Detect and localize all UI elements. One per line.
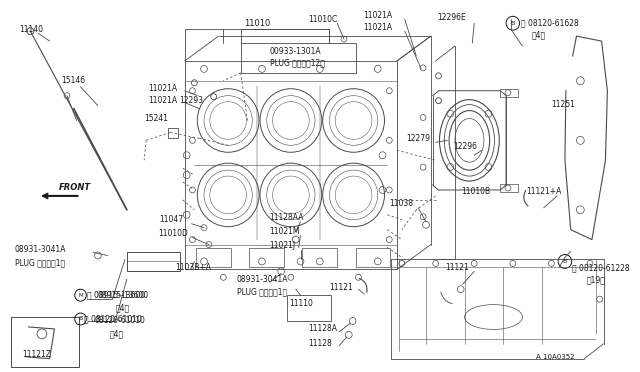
Text: 11021A: 11021A — [148, 84, 177, 93]
Text: 08915-13600: 08915-13600 — [98, 291, 149, 300]
Text: M: M — [78, 293, 83, 298]
Text: B: B — [511, 21, 515, 26]
Text: 11121+A: 11121+A — [526, 187, 562, 196]
Text: 11128: 11128 — [308, 339, 332, 348]
Text: 12296E: 12296E — [438, 13, 467, 22]
Bar — [287, 295, 332, 321]
Bar — [11, 317, 79, 367]
Text: PLUG プラグ（12）: PLUG プラグ（12） — [269, 58, 324, 67]
Text: 11021A: 11021A — [148, 96, 177, 105]
Text: Ⓑ 08120-61628: Ⓑ 08120-61628 — [520, 19, 579, 28]
Text: 08931-3041A: 08931-3041A — [15, 245, 67, 254]
Text: PLUG プラグ（1）: PLUG プラグ（1） — [237, 288, 287, 297]
Text: 11140: 11140 — [19, 25, 43, 34]
Bar — [356, 247, 390, 267]
Bar — [303, 247, 337, 267]
Text: 15146: 15146 — [61, 76, 85, 85]
Text: Ⓑ 08120-61228: Ⓑ 08120-61228 — [572, 263, 629, 272]
Bar — [196, 247, 231, 267]
Text: 11110: 11110 — [289, 299, 313, 308]
Text: 11010C: 11010C — [308, 15, 337, 24]
Text: 11121Z: 11121Z — [22, 350, 52, 359]
Text: （4）: （4） — [115, 304, 129, 312]
Text: 11128AA: 11128AA — [269, 213, 304, 222]
Text: （19）: （19） — [586, 276, 605, 285]
Text: 11121: 11121 — [330, 283, 353, 292]
Text: 11021J: 11021J — [269, 241, 296, 250]
Text: 12279: 12279 — [406, 134, 431, 143]
Bar — [127, 251, 180, 271]
Text: 11010: 11010 — [244, 19, 270, 28]
Text: （4）: （4） — [532, 31, 547, 40]
Text: PLUG プラグ！1）: PLUG プラグ！1） — [15, 258, 65, 267]
Text: Ⓑ 08120-61010: Ⓑ 08120-61010 — [84, 314, 142, 324]
Text: 11010D: 11010D — [157, 229, 188, 238]
Text: FRONT: FRONT — [60, 183, 92, 192]
Text: B: B — [78, 317, 83, 321]
Text: 1103B+A: 1103B+A — [175, 263, 211, 272]
Text: 11047: 11047 — [159, 215, 184, 224]
Bar — [168, 128, 178, 138]
Text: A 10A0352: A 10A0352 — [536, 354, 575, 360]
Text: 12293: 12293 — [179, 96, 203, 105]
Text: 11021A: 11021A — [364, 11, 392, 20]
Text: 11251: 11251 — [552, 100, 575, 109]
Text: 08931-3041A: 08931-3041A — [237, 275, 289, 284]
Text: 08120-61010: 08120-61010 — [94, 317, 145, 326]
Text: 11128A: 11128A — [308, 324, 337, 333]
Text: 11021A: 11021A — [364, 23, 392, 32]
Text: 12296: 12296 — [453, 142, 477, 151]
Text: 11121: 11121 — [445, 263, 469, 272]
Text: 11038: 11038 — [389, 199, 413, 208]
Text: 15241: 15241 — [144, 114, 168, 123]
Text: （4）: （4） — [109, 329, 124, 339]
Text: 11010B: 11010B — [461, 187, 490, 196]
Bar — [500, 184, 518, 192]
Bar — [241, 43, 356, 73]
Bar — [250, 247, 284, 267]
Text: Ⓜ 08915-13600: Ⓜ 08915-13600 — [87, 291, 145, 300]
Text: B: B — [563, 259, 567, 264]
Text: 11021M: 11021M — [269, 227, 300, 236]
Bar — [500, 89, 518, 97]
Text: 00933-1301A: 00933-1301A — [269, 46, 321, 55]
